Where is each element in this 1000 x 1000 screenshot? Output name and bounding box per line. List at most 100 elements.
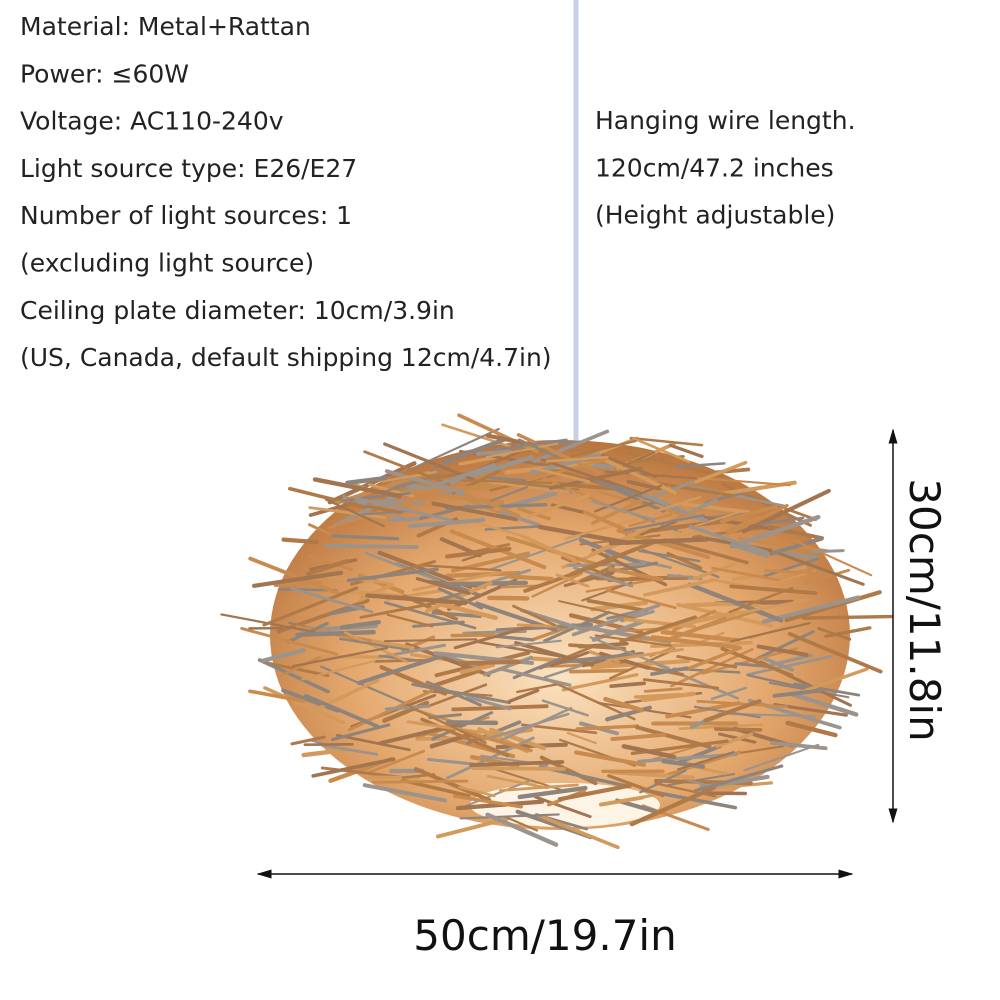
rattan-stick bbox=[694, 460, 748, 484]
rattan-stick bbox=[762, 557, 820, 578]
rattan-stick bbox=[354, 496, 453, 522]
rattan-stick bbox=[486, 774, 549, 790]
rattan-stick bbox=[485, 433, 525, 445]
rattan-stick bbox=[811, 549, 845, 554]
rattan-stick bbox=[411, 682, 512, 705]
rattan-stick bbox=[655, 481, 733, 498]
spec-line: (US, Canada, default shipping 12cm/4.7in… bbox=[20, 343, 552, 372]
rattan-stick bbox=[574, 750, 646, 767]
rattan-stick bbox=[459, 813, 560, 820]
rattan-stick bbox=[311, 757, 396, 778]
rattan-stick bbox=[789, 691, 859, 717]
rattan-stick bbox=[406, 720, 483, 734]
rattan-stick bbox=[409, 705, 487, 744]
rattan-stick bbox=[364, 551, 441, 583]
rattan-stick bbox=[455, 489, 521, 518]
rattan-stick bbox=[619, 615, 697, 644]
rattan-stick bbox=[571, 603, 661, 637]
rattan-stick bbox=[575, 724, 640, 731]
rattan-stick bbox=[428, 713, 462, 720]
rattan-stick bbox=[666, 551, 703, 570]
rattan-stick bbox=[665, 701, 741, 719]
rattan-stick bbox=[491, 535, 585, 570]
rattan-stick bbox=[803, 568, 851, 585]
rattan-stick bbox=[280, 656, 321, 677]
rattan-stick bbox=[452, 794, 523, 809]
rattan-stick bbox=[643, 687, 683, 693]
rattan-stick bbox=[769, 741, 828, 751]
rattan-stick bbox=[485, 812, 559, 847]
rattan-stick bbox=[458, 785, 496, 798]
rattan-stick bbox=[527, 493, 591, 518]
rattan-stick bbox=[550, 651, 590, 668]
rattan-stick bbox=[540, 458, 618, 486]
rattan-stick bbox=[420, 564, 502, 572]
rattan-stick bbox=[263, 686, 346, 725]
rattan-stick bbox=[453, 624, 533, 650]
rattan-stick bbox=[290, 587, 374, 614]
wire-line: Hanging wire length. bbox=[595, 106, 856, 135]
rattan-stick bbox=[626, 479, 669, 493]
rattan-stick bbox=[383, 442, 476, 482]
rattan-stick bbox=[471, 766, 566, 771]
rattan-stick bbox=[257, 658, 330, 694]
rattan-stick bbox=[330, 534, 400, 541]
width-label: 50cm/19.7in bbox=[413, 911, 676, 960]
rattan-stick bbox=[545, 455, 609, 463]
rattan-stick bbox=[632, 436, 691, 464]
rattan-stick bbox=[431, 501, 518, 522]
rattan-stick bbox=[516, 623, 558, 628]
rattan-stick bbox=[458, 659, 522, 666]
rattan-stick bbox=[772, 688, 826, 698]
rattan-stick bbox=[437, 587, 483, 610]
rattan-stick bbox=[488, 476, 527, 482]
rattan-stick bbox=[541, 699, 589, 717]
rattan-stick bbox=[450, 633, 495, 638]
rattan-stick bbox=[592, 477, 666, 513]
rattan-stick bbox=[483, 655, 534, 677]
rattan-stick bbox=[762, 653, 813, 669]
rattan-stick bbox=[335, 733, 411, 752]
rattan-stick bbox=[654, 782, 717, 798]
rattan-stick bbox=[607, 774, 665, 798]
rattan-stick bbox=[430, 668, 481, 689]
rattan-stick bbox=[583, 510, 633, 534]
rattan-stick bbox=[516, 433, 602, 475]
rattan-stick bbox=[803, 667, 869, 693]
rattan-stick bbox=[309, 678, 380, 714]
rattan-stick bbox=[308, 506, 387, 520]
rattan-stick bbox=[662, 616, 728, 644]
rattan-stick bbox=[425, 680, 482, 707]
rattan-stick bbox=[508, 574, 554, 582]
rattan-stick bbox=[662, 538, 749, 565]
rattan-stick bbox=[295, 629, 376, 638]
rattan-stick bbox=[534, 795, 592, 819]
rattan-stick bbox=[303, 693, 380, 729]
rattan-stick bbox=[324, 498, 385, 528]
rattan-stick bbox=[498, 667, 572, 687]
rattan-stick bbox=[741, 488, 831, 534]
rattan-stick bbox=[564, 518, 639, 540]
rattan-stick bbox=[817, 627, 852, 641]
rattan-stick bbox=[531, 625, 570, 642]
rattan-stick bbox=[686, 646, 743, 671]
rattan-stick bbox=[324, 543, 419, 550]
rattan-stick bbox=[516, 682, 561, 694]
rattan-stick bbox=[642, 577, 718, 597]
rattan-stick bbox=[605, 588, 677, 610]
rattan-stick bbox=[734, 662, 768, 668]
rattan-stick bbox=[676, 744, 723, 765]
rattan-stick bbox=[729, 514, 821, 549]
rattan-stick bbox=[374, 658, 428, 663]
rattan-stick bbox=[493, 440, 581, 452]
rattan-stick bbox=[610, 732, 667, 742]
rattan-stick bbox=[621, 744, 677, 759]
rattan-stick bbox=[589, 636, 670, 670]
rattan-stick bbox=[610, 770, 695, 780]
rattan-stick bbox=[415, 577, 471, 595]
rattan-stick bbox=[677, 751, 735, 771]
rattan-stick bbox=[713, 727, 763, 732]
rattan-stick bbox=[784, 590, 882, 623]
rattan-stick bbox=[759, 516, 805, 526]
spec-line: Ceiling plate diameter: 10cm/3.9in bbox=[20, 296, 455, 325]
